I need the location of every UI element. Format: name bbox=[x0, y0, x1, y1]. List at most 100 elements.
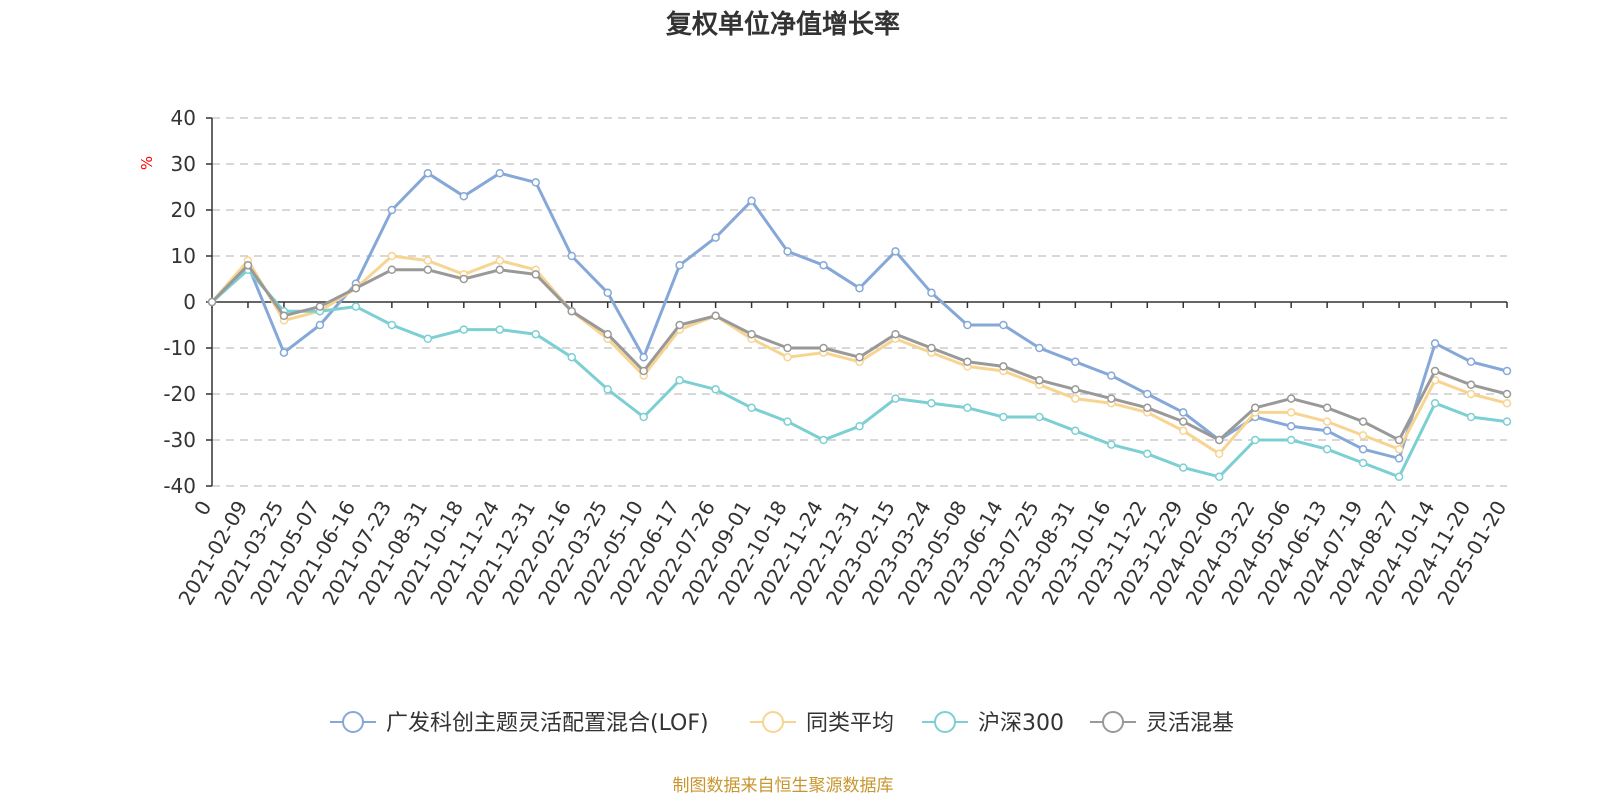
data-point[interactable] bbox=[567, 306, 576, 316]
data-point[interactable] bbox=[819, 343, 828, 353]
data-point[interactable] bbox=[1035, 343, 1044, 353]
data-point[interactable] bbox=[1394, 435, 1404, 445]
legend-item-3[interactable]: 灵活混基 bbox=[1090, 711, 1234, 736]
data-point[interactable] bbox=[1394, 472, 1404, 482]
legend-item-1[interactable]: 同类平均 bbox=[750, 711, 894, 736]
data-point[interactable] bbox=[603, 385, 612, 394]
data-point[interactable] bbox=[747, 329, 756, 339]
data-point[interactable] bbox=[1250, 403, 1260, 413]
data-point[interactable] bbox=[1358, 431, 1368, 440]
data-point[interactable] bbox=[891, 394, 900, 403]
data-point[interactable] bbox=[1286, 435, 1296, 445]
data-point[interactable] bbox=[279, 348, 289, 357]
data-point[interactable] bbox=[567, 251, 576, 261]
data-point[interactable] bbox=[495, 256, 505, 265]
data-point[interactable] bbox=[1179, 463, 1188, 472]
data-point[interactable] bbox=[459, 274, 469, 284]
data-point[interactable] bbox=[1071, 385, 1080, 394]
data-point[interactable] bbox=[207, 297, 217, 307]
data-point[interactable] bbox=[1286, 394, 1296, 403]
data-point[interactable] bbox=[1466, 389, 1476, 399]
data-point[interactable] bbox=[1466, 357, 1476, 367]
data-point[interactable] bbox=[1358, 417, 1368, 426]
data-point[interactable] bbox=[855, 352, 864, 362]
data-point[interactable] bbox=[531, 178, 540, 187]
data-point[interactable] bbox=[963, 357, 972, 367]
data-point[interactable] bbox=[1286, 408, 1296, 417]
data-point[interactable] bbox=[963, 320, 972, 330]
data-point[interactable] bbox=[423, 334, 433, 344]
data-point[interactable] bbox=[855, 421, 864, 431]
data-point[interactable] bbox=[423, 168, 433, 178]
data-point[interactable] bbox=[711, 385, 720, 394]
data-point[interactable] bbox=[495, 325, 505, 334]
data-point[interactable] bbox=[1502, 398, 1512, 408]
data-point[interactable] bbox=[891, 329, 900, 339]
data-point[interactable] bbox=[1394, 454, 1404, 463]
data-point[interactable] bbox=[1214, 449, 1224, 459]
data-point[interactable] bbox=[1502, 366, 1512, 376]
data-point[interactable] bbox=[315, 302, 325, 311]
data-point[interactable] bbox=[1143, 449, 1152, 459]
data-point[interactable] bbox=[1035, 375, 1044, 385]
data-point[interactable] bbox=[1358, 444, 1368, 454]
data-point[interactable] bbox=[675, 260, 684, 270]
legend-item-0[interactable]: 广发科创主题灵活配置混合(LOF) bbox=[330, 711, 709, 736]
data-point[interactable] bbox=[1179, 417, 1188, 426]
data-point[interactable] bbox=[1071, 426, 1080, 436]
data-point[interactable] bbox=[999, 320, 1008, 330]
data-point[interactable] bbox=[639, 352, 648, 362]
data-point[interactable] bbox=[531, 270, 540, 279]
data-point[interactable] bbox=[1214, 472, 1224, 482]
data-point[interactable] bbox=[747, 403, 756, 413]
data-point[interactable] bbox=[1107, 440, 1116, 449]
data-point[interactable] bbox=[1502, 417, 1512, 426]
data-point[interactable] bbox=[531, 329, 540, 339]
data-point[interactable] bbox=[1502, 389, 1512, 399]
data-point[interactable] bbox=[1466, 380, 1476, 390]
data-point[interactable] bbox=[567, 352, 576, 362]
data-point[interactable] bbox=[1107, 371, 1116, 380]
data-point[interactable] bbox=[351, 283, 361, 293]
data-point[interactable] bbox=[1322, 417, 1332, 426]
data-point[interactable] bbox=[783, 352, 792, 362]
data-point[interactable] bbox=[819, 260, 828, 270]
data-point[interactable] bbox=[675, 320, 684, 330]
data-point[interactable] bbox=[1071, 394, 1080, 403]
data-point[interactable] bbox=[1143, 389, 1152, 399]
data-point[interactable] bbox=[603, 288, 612, 298]
data-point[interactable] bbox=[1286, 421, 1296, 431]
data-point[interactable] bbox=[1358, 458, 1368, 468]
data-point[interactable] bbox=[1250, 435, 1260, 445]
data-point[interactable] bbox=[999, 362, 1008, 371]
data-point[interactable] bbox=[1107, 394, 1116, 403]
data-point[interactable] bbox=[423, 256, 433, 265]
data-point[interactable] bbox=[279, 311, 289, 321]
data-point[interactable] bbox=[783, 343, 792, 353]
data-point[interactable] bbox=[1143, 403, 1152, 413]
data-point[interactable] bbox=[423, 265, 433, 275]
data-point[interactable] bbox=[1430, 398, 1440, 408]
data-point[interactable] bbox=[927, 288, 936, 298]
data-point[interactable] bbox=[495, 265, 505, 275]
data-point[interactable] bbox=[387, 205, 397, 215]
data-point[interactable] bbox=[1035, 412, 1044, 422]
data-point[interactable] bbox=[1322, 426, 1332, 436]
data-point[interactable] bbox=[783, 417, 792, 426]
data-point[interactable] bbox=[459, 325, 469, 334]
data-point[interactable] bbox=[855, 283, 864, 293]
data-point[interactable] bbox=[351, 302, 361, 311]
data-point[interactable] bbox=[1214, 435, 1224, 445]
data-point[interactable] bbox=[783, 247, 792, 256]
data-point[interactable] bbox=[1466, 412, 1476, 422]
data-point[interactable] bbox=[711, 311, 720, 321]
data-point[interactable] bbox=[819, 435, 828, 445]
data-point[interactable] bbox=[1071, 357, 1080, 367]
data-point[interactable] bbox=[1322, 403, 1332, 413]
data-point[interactable] bbox=[459, 191, 469, 201]
data-point[interactable] bbox=[1179, 408, 1188, 417]
data-point[interactable] bbox=[639, 366, 648, 376]
data-point[interactable] bbox=[387, 265, 397, 275]
data-point[interactable] bbox=[927, 343, 936, 353]
data-point[interactable] bbox=[1430, 366, 1440, 376]
